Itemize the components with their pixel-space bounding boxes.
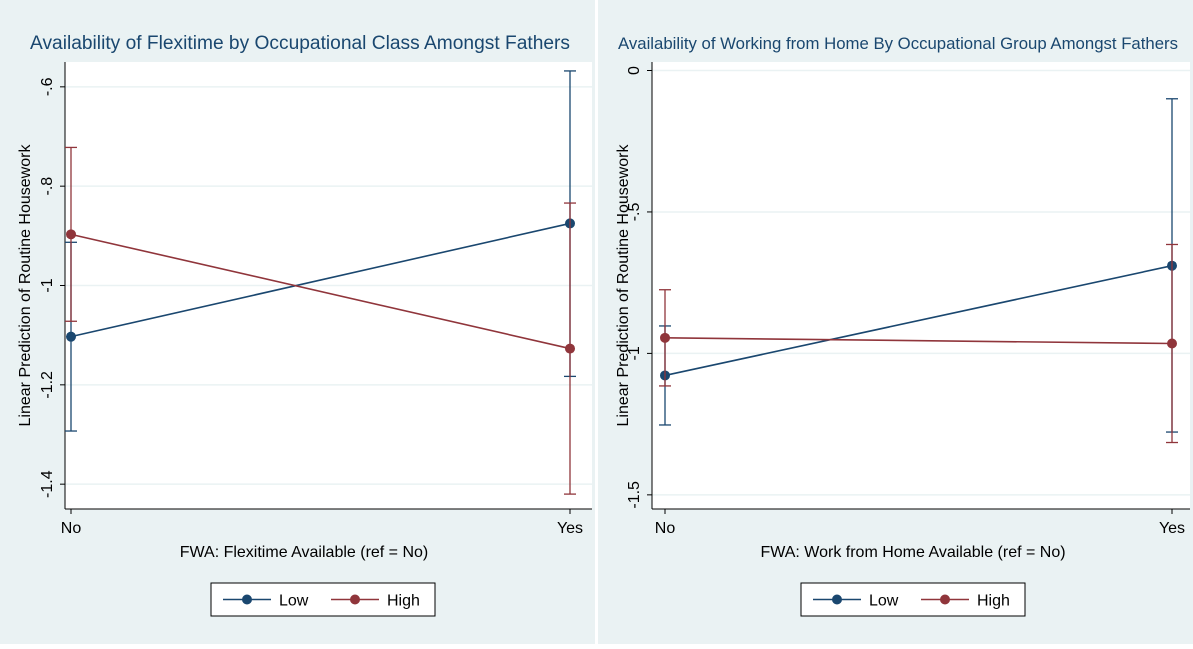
legend-label: High: [977, 593, 1010, 610]
data-point-low: [66, 331, 76, 342]
legend-label: Low: [869, 593, 899, 610]
y-tick-label: -1.4: [39, 470, 56, 498]
legend-swatch-marker: [940, 594, 950, 605]
y-tick-label: 0: [626, 66, 643, 75]
series-line-high: [70, 233, 571, 350]
y-tick-label: -.6: [39, 77, 56, 96]
panel-divider: [595, 0, 598, 644]
y-axis-label: Linear Prediction of Routine Housework: [17, 144, 34, 427]
legend-swatch-marker: [832, 594, 842, 605]
y-tick-label: -1.2: [39, 371, 56, 399]
data-point-high: [1167, 338, 1177, 349]
chart-flexitime: -1.4 -1.2 -1 -.8 -.6 No Yes Availability of Fle…: [17, 33, 592, 617]
x-tick-label: Yes: [557, 520, 583, 537]
chart-title: Availability of Flexitime by Occupationa…: [30, 33, 570, 54]
y-tick-label: -.5: [626, 203, 643, 222]
x-tick-label: Yes: [1159, 520, 1185, 537]
series-line-low: [664, 264, 1173, 377]
legend-label: High: [387, 593, 420, 610]
x-axis-label: FWA: Flexitime Available (ref = No): [180, 544, 429, 561]
chart-panel-flexitime: -1.4 -1.2 -1 -.8 -.6 No Yes Availability of Fle…: [0, 0, 595, 644]
chart-work-from-home: -1.5 -1 -.5 0 No Yes Availability of Working f…: [615, 34, 1190, 617]
x-tick-label: No: [61, 520, 82, 537]
y-tick-label: -1: [626, 346, 643, 360]
data-point-high: [565, 343, 575, 354]
chart-panel-work-from-home: -1.5 -1 -.5 0 No Yes Availability of Working f…: [598, 0, 1193, 644]
series-line-high: [664, 337, 1173, 345]
y-tick-label: -.8: [39, 177, 56, 196]
legend-swatch-marker: [350, 594, 360, 605]
series-line-low: [70, 222, 571, 338]
legend-label: Low: [279, 593, 309, 610]
y-tick-label: -1.5: [626, 481, 643, 509]
y-axis-label: Linear Prediction of Routine Housework: [615, 144, 632, 427]
data-point-high: [660, 332, 670, 343]
x-tick-label: No: [655, 520, 676, 537]
x-axis-label: FWA: Work from Home Available (ref = No): [760, 544, 1065, 561]
y-tick-label: -1: [39, 278, 56, 292]
plot-area: [652, 62, 1190, 509]
chart-title: Availability of Working from Home By Occ…: [618, 34, 1178, 53]
data-point-high: [66, 229, 76, 240]
legend-swatch-marker: [242, 594, 252, 605]
